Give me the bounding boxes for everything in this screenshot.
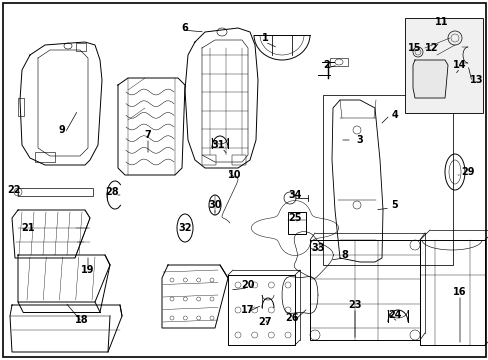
Text: 14: 14 bbox=[452, 60, 466, 70]
Text: 4: 4 bbox=[391, 110, 398, 120]
Text: 7: 7 bbox=[144, 130, 151, 140]
Text: 25: 25 bbox=[287, 213, 301, 223]
Bar bbox=[231, 155, 245, 165]
Polygon shape bbox=[412, 60, 447, 98]
Text: 23: 23 bbox=[347, 300, 361, 310]
Text: 2: 2 bbox=[323, 60, 330, 70]
Bar bbox=[329, 58, 347, 66]
Bar bbox=[323, 95, 452, 265]
Text: 20: 20 bbox=[241, 280, 254, 290]
Text: 12: 12 bbox=[425, 43, 438, 53]
Text: 21: 21 bbox=[21, 223, 35, 233]
Text: 29: 29 bbox=[460, 167, 474, 177]
Text: 26: 26 bbox=[285, 313, 298, 323]
Text: 5: 5 bbox=[391, 200, 398, 210]
Text: 8: 8 bbox=[341, 250, 348, 260]
Text: 16: 16 bbox=[452, 287, 466, 297]
Text: 15: 15 bbox=[407, 43, 421, 53]
Text: 22: 22 bbox=[7, 185, 20, 195]
Bar bbox=[202, 155, 216, 165]
Text: 11: 11 bbox=[434, 17, 448, 27]
Text: 34: 34 bbox=[287, 190, 301, 200]
Text: 9: 9 bbox=[59, 125, 65, 135]
Text: 30: 30 bbox=[208, 200, 221, 210]
Text: 1: 1 bbox=[261, 33, 268, 43]
Text: 31: 31 bbox=[211, 140, 224, 150]
Text: 6: 6 bbox=[181, 23, 188, 33]
Bar bbox=[404, 18, 482, 113]
Text: 24: 24 bbox=[387, 310, 401, 320]
Text: 18: 18 bbox=[75, 315, 89, 325]
Text: 27: 27 bbox=[258, 317, 271, 327]
Text: 10: 10 bbox=[228, 170, 241, 180]
Text: 13: 13 bbox=[469, 75, 483, 85]
Text: 19: 19 bbox=[81, 265, 95, 275]
Text: 32: 32 bbox=[178, 223, 191, 233]
Text: 33: 33 bbox=[311, 243, 324, 253]
Bar bbox=[287, 212, 305, 234]
Bar bbox=[35, 152, 55, 162]
Text: 17: 17 bbox=[241, 305, 254, 315]
Bar bbox=[18, 98, 24, 116]
Text: 28: 28 bbox=[105, 187, 119, 197]
Bar bbox=[18, 188, 93, 196]
Text: 3: 3 bbox=[356, 135, 363, 145]
Bar bbox=[76, 43, 86, 51]
